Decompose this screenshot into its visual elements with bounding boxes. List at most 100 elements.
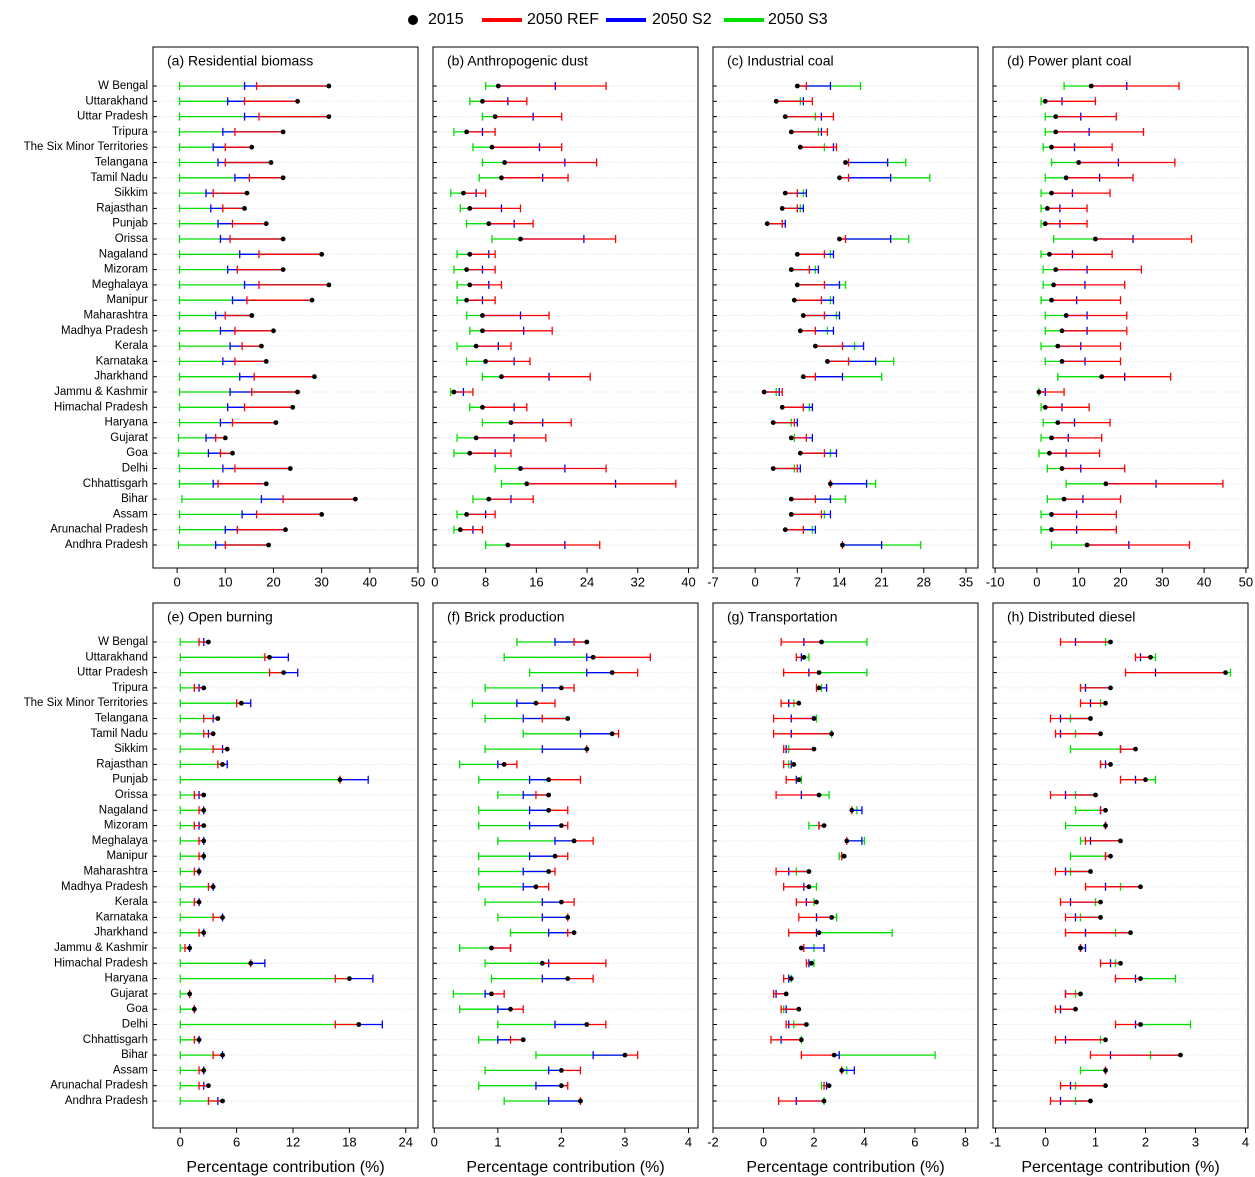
point-2015 bbox=[230, 450, 235, 456]
range-line bbox=[456, 342, 477, 351]
range-line bbox=[1059, 898, 1101, 907]
point-2015 bbox=[1103, 807, 1108, 813]
range-line bbox=[775, 791, 819, 799]
category-label: Jharkhand bbox=[94, 927, 148, 939]
range-line bbox=[255, 82, 329, 90]
category-label: Chhattisgarh bbox=[83, 478, 148, 490]
range-line bbox=[507, 541, 601, 549]
point-2015 bbox=[788, 435, 794, 441]
panel-frame bbox=[712, 46, 979, 569]
range-line bbox=[478, 173, 502, 182]
category-label: Bihar bbox=[121, 493, 148, 505]
category-label: Chhattisgarh bbox=[83, 1034, 148, 1046]
x-tick-label: 8 bbox=[962, 1134, 969, 1149]
range-line bbox=[535, 699, 556, 708]
range-line bbox=[484, 959, 543, 968]
point-2015 bbox=[558, 1083, 564, 1089]
range-line bbox=[773, 464, 798, 473]
range-line bbox=[1049, 791, 1096, 799]
range-line bbox=[1063, 82, 1092, 90]
x-tick-label: 3 bbox=[1192, 1134, 1199, 1149]
point-2015 bbox=[809, 960, 814, 966]
point-2015 bbox=[1138, 976, 1143, 981]
legend-label: 2050 S2 bbox=[652, 11, 712, 28]
point-2015 bbox=[1042, 98, 1048, 104]
point-2015 bbox=[1047, 450, 1052, 456]
category-label: Sikkim bbox=[114, 743, 148, 755]
panel-title: (a) Residential biomass bbox=[167, 53, 313, 69]
range-line bbox=[501, 372, 591, 381]
range-line bbox=[791, 127, 829, 136]
point-2015 bbox=[489, 991, 494, 997]
range-line bbox=[791, 265, 811, 274]
category-label: Andhra Pradesh bbox=[65, 539, 148, 551]
category-label: Haryana bbox=[105, 973, 149, 985]
point-2015 bbox=[800, 374, 806, 380]
point-2015 bbox=[788, 496, 794, 502]
panel-title: (h) Distributed diesel bbox=[1007, 609, 1135, 625]
range-line bbox=[535, 1081, 562, 1090]
point-2015 bbox=[831, 1052, 837, 1058]
range-line bbox=[253, 372, 315, 381]
x-tick-label: 30 bbox=[1155, 574, 1169, 589]
point-2015 bbox=[1103, 1068, 1108, 1073]
x-tick-label: -7 bbox=[707, 574, 719, 589]
category-label: Uttar Pradesh bbox=[77, 667, 148, 679]
point-2015 bbox=[622, 1052, 628, 1058]
range-line bbox=[1140, 1020, 1192, 1029]
category-label: Madhya Pradesh bbox=[61, 325, 148, 337]
point-2015 bbox=[801, 654, 807, 660]
range-line bbox=[801, 944, 825, 952]
point-2015 bbox=[552, 853, 558, 859]
point-2015 bbox=[220, 1098, 225, 1104]
range-line bbox=[772, 729, 832, 738]
point-2015 bbox=[271, 328, 276, 334]
point-2015 bbox=[502, 160, 508, 165]
category-label: Manipur bbox=[106, 294, 148, 306]
point-2015 bbox=[312, 374, 317, 380]
range-line bbox=[258, 280, 329, 289]
range-line bbox=[503, 653, 594, 662]
x-tick-label: 32 bbox=[631, 574, 645, 589]
point-2015 bbox=[1044, 206, 1050, 211]
panel-title: (f) Brick production bbox=[447, 609, 564, 625]
point-2015 bbox=[803, 1022, 809, 1027]
range-line bbox=[236, 265, 284, 274]
point-2015 bbox=[280, 267, 286, 272]
range-line bbox=[453, 449, 470, 458]
point-2015 bbox=[201, 823, 207, 828]
point-2015 bbox=[783, 991, 789, 997]
point-2015 bbox=[309, 297, 315, 303]
point-2015 bbox=[1061, 496, 1067, 502]
point-2015 bbox=[565, 976, 571, 981]
legend-label: 2050 S3 bbox=[768, 11, 828, 28]
category-label: Andhra Pradesh bbox=[65, 1095, 148, 1107]
category-label: Goa bbox=[126, 447, 148, 459]
point-2015 bbox=[800, 313, 806, 318]
point-2015 bbox=[1118, 960, 1123, 966]
category-label: Assam bbox=[113, 508, 148, 520]
point-2015 bbox=[244, 190, 250, 196]
range-line bbox=[561, 1066, 582, 1075]
range-line bbox=[842, 541, 883, 549]
range-line bbox=[783, 745, 814, 754]
range-line bbox=[1079, 683, 1111, 692]
range-line bbox=[1051, 525, 1117, 534]
range-line bbox=[231, 219, 267, 228]
point-2015 bbox=[811, 746, 817, 752]
panel-title: (c) Industrial coal bbox=[727, 53, 834, 69]
panel-frame bbox=[992, 46, 1249, 569]
legend-label: 2015 bbox=[428, 11, 464, 28]
point-2015 bbox=[837, 236, 842, 242]
point-2015 bbox=[1118, 838, 1123, 844]
point-2015 bbox=[220, 1052, 225, 1058]
point-2015 bbox=[779, 404, 785, 410]
range-line bbox=[466, 510, 496, 519]
point-2015 bbox=[337, 777, 343, 783]
point-2015 bbox=[508, 420, 514, 425]
range-line bbox=[1105, 479, 1224, 488]
range-line bbox=[241, 342, 262, 351]
x-tick-label: 18 bbox=[342, 1134, 356, 1149]
point-2015 bbox=[828, 481, 833, 487]
